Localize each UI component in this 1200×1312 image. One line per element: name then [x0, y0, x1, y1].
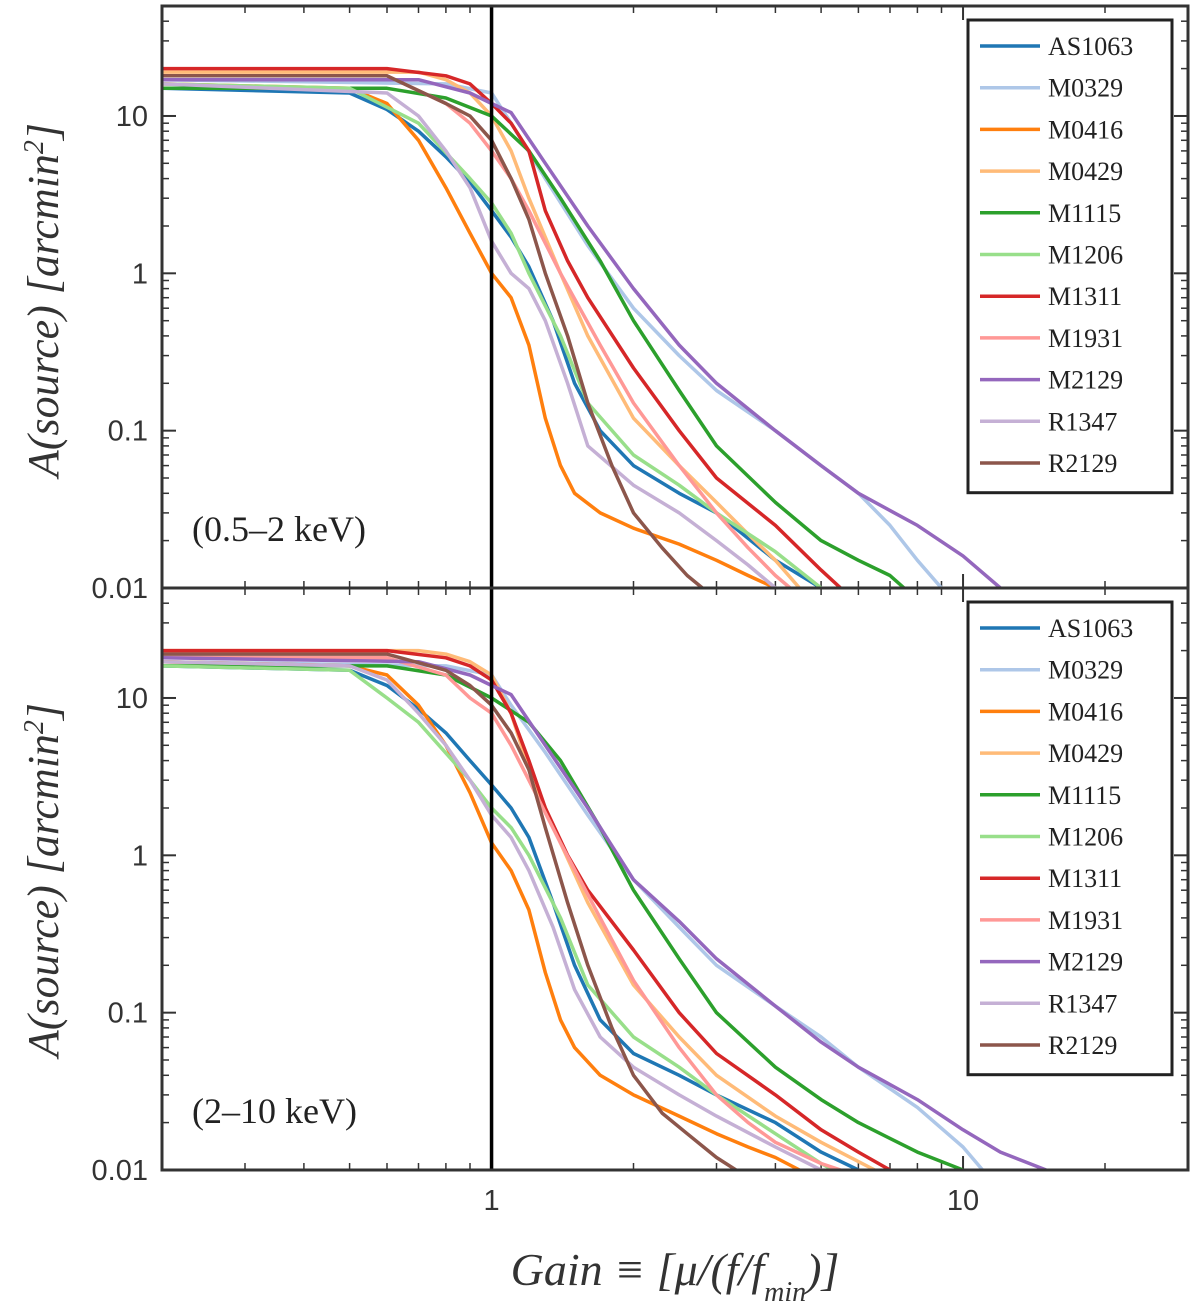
y-tick-label: 1 [132, 258, 148, 290]
series-line-R1347 [162, 659, 822, 1170]
legend-box [966, 600, 1174, 1077]
y-tick-label: 0.01 [92, 573, 148, 605]
legend-label: M1115 [1048, 781, 1121, 810]
series-line-M1206 [162, 82, 823, 588]
x-tick-label: 1 [483, 1185, 499, 1217]
plot-frame [160, 586, 1190, 1172]
legend-label: AS1063 [1048, 614, 1133, 643]
y-axis-label-top: A(source) [arcmin2] [19, 123, 69, 480]
series-line-AS1063 [162, 86, 823, 588]
legend-label: M1931 [1048, 906, 1123, 935]
legend-label: R1347 [1048, 989, 1117, 1018]
series-line-M0416 [162, 82, 777, 588]
series-line-R1347 [162, 82, 777, 588]
legend-label: M1206 [1048, 823, 1123, 852]
legend-box [966, 18, 1174, 495]
series-line-M1115 [162, 664, 964, 1170]
series-line-M2129 [162, 656, 1047, 1170]
legend-label: R2129 [1048, 449, 1117, 478]
legend-label: M0416 [1048, 115, 1123, 144]
legend-label: M1115 [1048, 199, 1121, 228]
x-axis-label: Gain ≡ [μ/(f/fmin)] [511, 1244, 840, 1308]
series-line-M0329 [162, 77, 943, 588]
series-line-M1931 [162, 74, 792, 588]
legend-label: M1311 [1048, 864, 1122, 893]
legend-label: M0429 [1048, 157, 1123, 186]
series-line-M1311 [162, 66, 842, 588]
legend-label: M0416 [1048, 697, 1123, 726]
panel-hard-band: 0.01 0.1 1 10 1 10 AS1063 M0329 M0416 M0429 M1115 M… [92, 586, 1190, 1217]
legend-label: M1206 [1048, 241, 1123, 270]
y-tick-label: 1 [132, 840, 148, 872]
series-line-M1931 [162, 656, 842, 1170]
legend-label: M2129 [1048, 366, 1123, 395]
series-line-M1206 [162, 664, 834, 1170]
series-line-R2129 [162, 74, 704, 588]
panel-soft-band: 0.01 0.1 1 10 AS1063 M0329 M0416 M0429 M1115 M120… [92, 4, 1190, 605]
y-axis-label-bottom: A(source) [arcmin2] [19, 703, 69, 1060]
legend-label: R2129 [1048, 1031, 1117, 1060]
legend-label: R1347 [1048, 407, 1117, 436]
legend-label: M1311 [1048, 282, 1122, 311]
legend-label: M1931 [1048, 324, 1123, 353]
legend-label: AS1063 [1048, 32, 1133, 61]
legend-label: M2129 [1048, 948, 1123, 977]
x-tick-label: 10 [947, 1185, 979, 1217]
series-line-M0416 [162, 659, 801, 1170]
y-tick-label: 0.1 [108, 416, 148, 448]
series-line-R2129 [162, 652, 737, 1170]
panel-label: (0.5–2 keV) [192, 509, 366, 549]
y-tick-label: 10 [116, 683, 148, 715]
legend-label: M0329 [1048, 74, 1123, 103]
series-line-M1115 [162, 86, 906, 588]
y-tick-label: 0.1 [108, 998, 148, 1030]
legend-label: M0429 [1048, 739, 1123, 768]
panel-label: (2–10 keV) [192, 1091, 357, 1131]
y-tick-label: 10 [116, 101, 148, 133]
y-tick-label: 0.01 [92, 1155, 148, 1187]
legend-label: M0329 [1048, 656, 1123, 685]
series-line-M2129 [162, 77, 1002, 588]
